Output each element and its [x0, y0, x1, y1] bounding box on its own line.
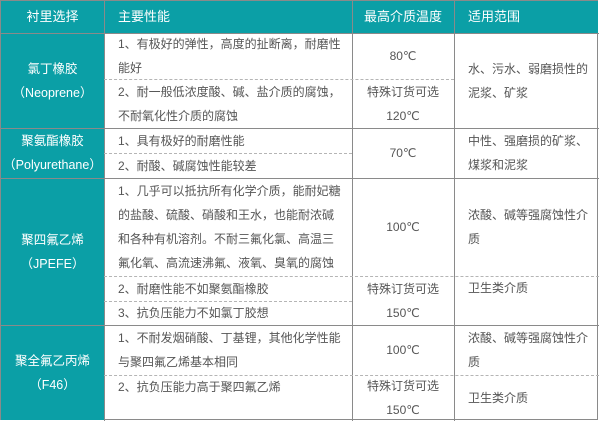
temperature-cell: 特殊订货可选 120℃	[352, 79, 454, 128]
material-name-cell-line: （Neoprene）	[12, 85, 93, 100]
property-cell-line: 与聚四氟乙烯基本相同	[118, 355, 239, 369]
row-divider	[1, 325, 599, 326]
scope-cell-line: 卫生类介质	[468, 281, 529, 295]
material-name-cell-line: 聚全氟乙丙烯	[14, 353, 90, 368]
sub-row-divider	[104, 79, 454, 80]
temperature-cell: 特殊订货可选 150℃	[352, 276, 454, 325]
sub-row-divider	[104, 276, 599, 277]
header-cell: 适用范围	[454, 1, 598, 33]
scope-cell-line: 浓酸、碱等强腐蚀性介	[468, 208, 589, 222]
header-cell-line: 最高介质温度	[363, 9, 442, 24]
row-divider	[1, 128, 599, 129]
temperature-cell: 特殊订货可选 150℃	[352, 375, 454, 420]
material-name-cell: 聚全氟乙丙烯 （F46）	[1, 325, 104, 420]
property-cell-line: 氟化氧、高流速沸氟、液氧、臭氧的腐蚀	[118, 256, 335, 270]
property-cell-line: 不耐氧化性介质的腐蚀	[118, 108, 239, 123]
temperature-cell: 100℃	[352, 178, 454, 276]
property-cell-line: 2、耐一般低浓度酸、碱、盐介质的腐蚀，	[118, 84, 341, 99]
material-name-cell-line: （F46）	[29, 377, 76, 392]
scope-cell: 卫生类介质	[454, 276, 598, 325]
row-divider	[1, 33, 599, 34]
temperature-cell-line: 100℃	[386, 220, 420, 234]
scope-cell-line: 中性、强磨损的矿浆、	[468, 134, 589, 148]
header-cell: 主要性能	[104, 1, 352, 33]
scope-cell: 中性、强磨损的矿浆、 煤浆和泥浆	[454, 128, 598, 178]
property-cell: 1、有极好的弹性，高度的扯断离，耐磨性 能好	[104, 33, 352, 79]
temperature-cell: 100℃	[352, 325, 454, 375]
property-cell: 2、耐酸、碱腐蚀性能较差	[104, 153, 352, 178]
property-cell-line: 1、有极好的弹性，高度的扯断离，耐磨性	[118, 37, 341, 51]
property-cell-line: 和各种有机溶剂。不耐三氟化氯、高温三	[118, 232, 335, 246]
property-cell: 3、抗负压能力不如氯丁胶想	[104, 301, 352, 325]
property-cell: 2、耐磨性能不如聚氨酯橡胶	[104, 276, 352, 301]
property-cell: 1、几乎可以抵抗所有化学介质，能耐妃糖 的盐酸、硫酸、硝酸和王水，也能耐浓碱 和各种…	[104, 178, 352, 276]
property-cell-line: 1、具有极好的耐磨性能	[118, 133, 245, 148]
row-divider	[1, 178, 599, 179]
material-name-cell-line: （JPEFE）	[20, 256, 85, 271]
property-cell: 1、具有极好的耐磨性能	[104, 128, 352, 153]
property-cell-line: 1、不耐发烟硝酸、丁基锂，其他化学性能	[118, 331, 341, 345]
temperature-cell-line: 80℃	[389, 49, 417, 63]
scope-cell-line: 质	[468, 232, 481, 246]
temperature-cell-line: 150℃	[386, 402, 420, 417]
header-cell-line: 适用范围	[468, 9, 521, 24]
column-divider	[352, 1, 353, 421]
scope-cell-line: 质	[468, 355, 481, 369]
scope-cell-line: 卫生类介质	[468, 390, 529, 405]
scope-cell: 浓酸、碱等强腐蚀性介质	[454, 325, 598, 375]
material-name-cell-line: （Polyurethane）	[3, 158, 102, 172]
temperature-cell-line: 100℃	[386, 343, 420, 357]
material-name-cell-line: 聚氨酯橡胶	[21, 134, 84, 148]
temperature-cell-line: 70℃	[389, 146, 417, 160]
material-name-cell-line: 聚四氟乙烯	[21, 232, 84, 247]
scope-cell: 浓酸、碱等强腐蚀性介质	[454, 178, 598, 276]
material-name-cell: 氯丁橡胶 （Neoprene）	[1, 33, 104, 128]
temperature-cell-line: 特殊订货可选	[366, 84, 439, 99]
column-divider	[104, 1, 105, 421]
property-cell-line: 2、耐酸、碱腐蚀性能较差	[118, 158, 257, 173]
header-cell: 衬里选择	[1, 1, 104, 33]
scope-cell: 卫生类介质	[454, 375, 598, 420]
temperature-cell-line: 150℃	[386, 305, 420, 320]
header-cell-line: 主要性能	[118, 9, 171, 24]
material-name-cell: 聚氨酯橡胶 （Polyurethane）	[1, 128, 104, 178]
temperature-cell: 80℃	[352, 33, 454, 79]
scope-cell: 水、污水、弱磨损性的 泥浆、矿浆	[454, 33, 598, 128]
property-cell-line: 能好	[118, 61, 143, 75]
scope-cell-line: 浓酸、碱等强腐蚀性介	[468, 331, 589, 345]
sub-row-divider	[104, 375, 599, 376]
temperature-cell: 70℃	[352, 128, 454, 178]
scope-cell-line: 煤浆和泥浆	[468, 158, 529, 172]
scope-cell-line: 水、污水、弱磨损性的	[468, 61, 589, 76]
property-cell-line: 的盐酸、硫酸、硝酸和王水，也能耐浓碱	[118, 208, 335, 222]
temperature-cell-line: 特殊订货可选	[366, 281, 439, 296]
property-cell-line: 1、几乎可以抵抗所有化学介质，能耐妃糖	[118, 184, 341, 198]
column-divider	[454, 1, 455, 421]
temperature-cell-line: 120℃	[386, 108, 420, 123]
temperature-cell-line: 特殊订货可选	[366, 378, 439, 393]
property-cell-line: 3、抗负压能力不如氯丁胶想	[118, 306, 269, 320]
property-cell: 2、抗负压能力高于聚四氟乙烯	[104, 375, 352, 420]
material-name-cell-line: 氯丁橡胶	[27, 61, 78, 76]
property-cell-line: 2、耐磨性能不如聚氨酯橡胶	[118, 281, 269, 296]
sub-row-divider	[104, 153, 352, 154]
header-cell: 最高介质温度	[352, 1, 454, 33]
property-cell: 1、不耐发烟硝酸、丁基锂，其他化学性能 与聚四氟乙烯基本相同	[104, 325, 352, 375]
material-name-cell: 聚四氟乙烯 （JPEFE）	[1, 178, 104, 325]
property-cell-line: 2、抗负压能力高于聚四氟乙烯	[118, 380, 281, 394]
scope-cell-line: 泥浆、矿浆	[468, 85, 529, 100]
property-cell: 2、耐一般低浓度酸、碱、盐介质的腐蚀， 不耐氧化性介质的腐蚀	[104, 79, 352, 128]
header-cell-line: 衬里选择	[26, 9, 79, 24]
sub-row-divider	[104, 301, 352, 302]
